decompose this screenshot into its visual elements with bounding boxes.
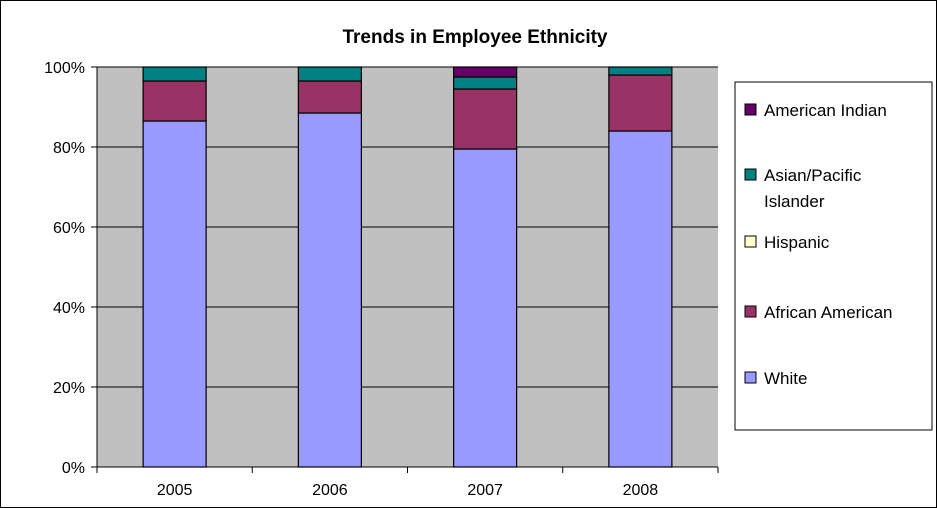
- y-tick-label: 100%: [44, 60, 85, 77]
- y-tick-label: 80%: [53, 140, 85, 157]
- legend-swatch: [744, 235, 757, 248]
- legend-swatch: [744, 305, 757, 318]
- bar-segment-white-2006: [297, 112, 362, 468]
- bar-segment-white-2008: [608, 130, 673, 468]
- y-tick-label: 20%: [53, 380, 85, 397]
- legend-label: Islander: [764, 192, 825, 211]
- legend-label: White: [764, 369, 807, 388]
- bar-segment-african-american-2005: [142, 80, 207, 122]
- legend-swatch: [744, 371, 757, 384]
- chart-title: Trends in Employee Ethnicity: [342, 27, 607, 48]
- bar-segment-asian-pacific-islander-2006: [297, 66, 362, 82]
- bar-segment-african-american-2007: [453, 88, 518, 150]
- x-tick-label: 2005: [157, 482, 193, 499]
- x-tick-label: 2008: [623, 482, 659, 499]
- legend-label: African American: [764, 303, 893, 322]
- y-tick-label: 60%: [53, 220, 85, 237]
- bar-segment-american-indian-2007: [453, 66, 518, 78]
- legend-label: Hispanic: [764, 233, 830, 252]
- legend: American Indian Asian/Pacific Islander Hisp…: [734, 81, 933, 431]
- y-tick-label: 0%: [62, 460, 85, 477]
- bar-segment-white-2005: [142, 120, 207, 468]
- legend-label: Asian/Pacific: [764, 166, 862, 185]
- bar-segment-asian-pacific-islander-2005: [142, 66, 207, 82]
- y-tick-label: 40%: [53, 300, 85, 317]
- legend-swatch: [744, 103, 757, 116]
- plot-area: 0% 20% 40% 60% 80% 100% 2005 2006 2007 2008: [44, 60, 719, 499]
- x-tick-label: 2007: [467, 482, 503, 499]
- bar-segment-african-american-2006: [297, 80, 362, 114]
- bar-segment-white-2007: [453, 148, 518, 468]
- legend-box: [734, 81, 933, 431]
- bar-segment-asian-pacific-islander-2008: [608, 66, 673, 76]
- x-tick-label: 2006: [312, 482, 348, 499]
- legend-swatch: [744, 168, 757, 181]
- bar-segment-african-american-2008: [608, 74, 673, 132]
- bar-segment-asian-pacific-islander-2007: [453, 76, 518, 90]
- legend-label: American Indian: [764, 101, 887, 120]
